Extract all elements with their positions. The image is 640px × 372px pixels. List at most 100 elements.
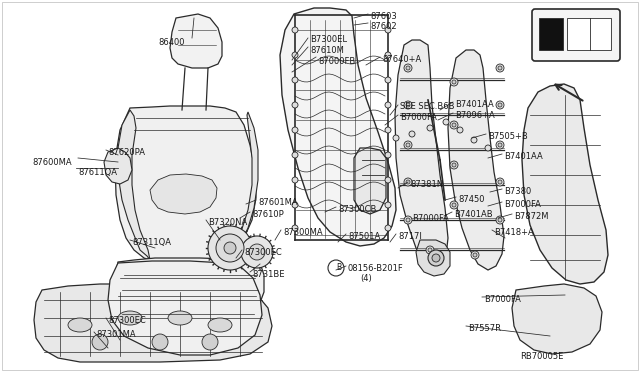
Circle shape — [473, 253, 477, 257]
Polygon shape — [150, 174, 217, 214]
Ellipse shape — [168, 311, 192, 325]
Circle shape — [498, 103, 502, 107]
Text: B7380: B7380 — [504, 187, 531, 196]
Circle shape — [452, 203, 456, 207]
Circle shape — [406, 143, 410, 147]
Circle shape — [498, 66, 502, 70]
Circle shape — [496, 178, 504, 186]
Polygon shape — [448, 50, 504, 270]
Circle shape — [404, 178, 412, 186]
Circle shape — [404, 64, 412, 72]
Text: B7872M: B7872M — [514, 212, 548, 221]
Circle shape — [292, 177, 298, 183]
Circle shape — [428, 248, 432, 252]
Circle shape — [292, 225, 298, 231]
Circle shape — [498, 218, 502, 222]
Text: 87450: 87450 — [458, 195, 484, 204]
Text: B7401AA: B7401AA — [455, 100, 493, 109]
Circle shape — [406, 103, 410, 107]
Text: B7505+B: B7505+B — [488, 132, 528, 141]
Polygon shape — [280, 8, 396, 246]
Text: 87300EC: 87300EC — [108, 316, 146, 325]
Circle shape — [496, 216, 504, 224]
Circle shape — [496, 64, 504, 72]
Circle shape — [385, 27, 391, 33]
Text: B7000FA: B7000FA — [504, 200, 541, 209]
Text: B7096+A: B7096+A — [455, 111, 495, 120]
Text: (4): (4) — [360, 274, 372, 283]
Text: 87610P: 87610P — [252, 210, 284, 219]
Circle shape — [385, 102, 391, 108]
Circle shape — [452, 123, 456, 127]
Text: 87300MA: 87300MA — [283, 228, 323, 237]
Circle shape — [385, 127, 391, 133]
Circle shape — [406, 66, 410, 70]
Text: B7418+A: B7418+A — [494, 228, 534, 237]
Polygon shape — [522, 84, 608, 284]
Circle shape — [292, 152, 298, 158]
Text: 87620PA: 87620PA — [108, 148, 145, 157]
Circle shape — [409, 131, 415, 137]
Circle shape — [471, 137, 477, 143]
Text: 86400: 86400 — [159, 38, 185, 47]
Polygon shape — [224, 112, 258, 260]
Text: 87603: 87603 — [370, 12, 397, 21]
Text: 87602: 87602 — [370, 22, 397, 31]
Circle shape — [385, 202, 391, 208]
Text: 08156-B201F: 08156-B201F — [348, 264, 404, 273]
Circle shape — [92, 334, 108, 350]
Circle shape — [249, 244, 265, 260]
Circle shape — [406, 180, 410, 184]
Circle shape — [457, 127, 463, 133]
Text: 87600MA: 87600MA — [32, 158, 72, 167]
Circle shape — [450, 121, 458, 129]
Circle shape — [428, 250, 444, 266]
Text: B7000FA: B7000FA — [412, 214, 449, 223]
Bar — [567, 18, 611, 50]
Circle shape — [292, 52, 298, 58]
Text: B7000FA: B7000FA — [484, 295, 521, 304]
Circle shape — [292, 202, 298, 208]
Text: B7401AB: B7401AB — [454, 210, 493, 219]
Text: 8731BE: 8731BE — [252, 270, 285, 279]
Circle shape — [404, 101, 412, 109]
Circle shape — [224, 242, 236, 254]
Circle shape — [450, 201, 458, 209]
Bar — [539, 18, 563, 50]
Circle shape — [292, 102, 298, 108]
Circle shape — [404, 141, 412, 149]
Circle shape — [202, 334, 218, 350]
Circle shape — [385, 77, 391, 83]
Text: 87301MA: 87301MA — [96, 330, 136, 339]
Circle shape — [404, 216, 412, 224]
Circle shape — [498, 180, 502, 184]
Ellipse shape — [68, 318, 92, 332]
Circle shape — [393, 135, 399, 141]
Text: 87300CB: 87300CB — [338, 205, 376, 214]
Circle shape — [450, 161, 458, 169]
Circle shape — [452, 80, 456, 84]
Text: B7401AA: B7401AA — [504, 152, 543, 161]
Ellipse shape — [118, 311, 142, 325]
Circle shape — [452, 163, 456, 167]
Text: 87640+A: 87640+A — [382, 55, 421, 64]
Circle shape — [328, 260, 344, 276]
Circle shape — [496, 101, 504, 109]
Circle shape — [443, 119, 449, 125]
Polygon shape — [416, 240, 450, 276]
Polygon shape — [34, 284, 272, 362]
Circle shape — [241, 236, 273, 268]
Text: SEE SEC.B6B: SEE SEC.B6B — [400, 102, 454, 111]
Circle shape — [385, 52, 391, 58]
Text: 8717I: 8717I — [398, 232, 422, 241]
Circle shape — [292, 77, 298, 83]
Circle shape — [406, 218, 410, 222]
Circle shape — [450, 78, 458, 86]
Circle shape — [385, 225, 391, 231]
Polygon shape — [118, 110, 150, 260]
Circle shape — [292, 127, 298, 133]
Circle shape — [427, 125, 433, 131]
Text: 87000FB: 87000FB — [318, 57, 355, 66]
Text: B: B — [337, 263, 342, 273]
Polygon shape — [170, 14, 222, 68]
